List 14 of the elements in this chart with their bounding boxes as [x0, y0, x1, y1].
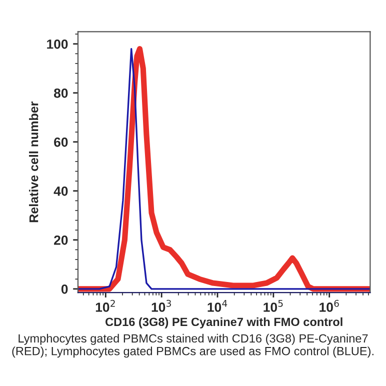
x-tick-label: 10$^{3}$ — [152, 300, 171, 312]
x-tick-label: 10$^{5}$ — [264, 300, 283, 312]
y-axis-title: Relative cell number — [29, 102, 38, 222]
x-tick-label: 10$^{2}$ — [96, 300, 115, 312]
y-tick-label: 40 — [54, 186, 68, 196]
y-tick-label: 100 — [47, 39, 68, 49]
x-axis-title: CD16 (3G8) PE Cyanine7 with FMO control — [106, 317, 342, 328]
y-tick-label: 60 — [54, 137, 68, 147]
x-tick-label: 10$^{4}$ — [208, 300, 228, 312]
y-tick-label: 0 — [61, 284, 68, 294]
x-tick-label: 10$^{6}$ — [320, 300, 339, 312]
y-tick-label: 20 — [54, 235, 68, 245]
text: Lymphocytes gated PBMCs stained with CD16 (3G8) PE-Cyanine7 (RED); Lymphocytes gated PBMCs are used as FMO control (BLUE). — [12, 334, 374, 358]
y-tick-label: 80 — [54, 88, 68, 98]
